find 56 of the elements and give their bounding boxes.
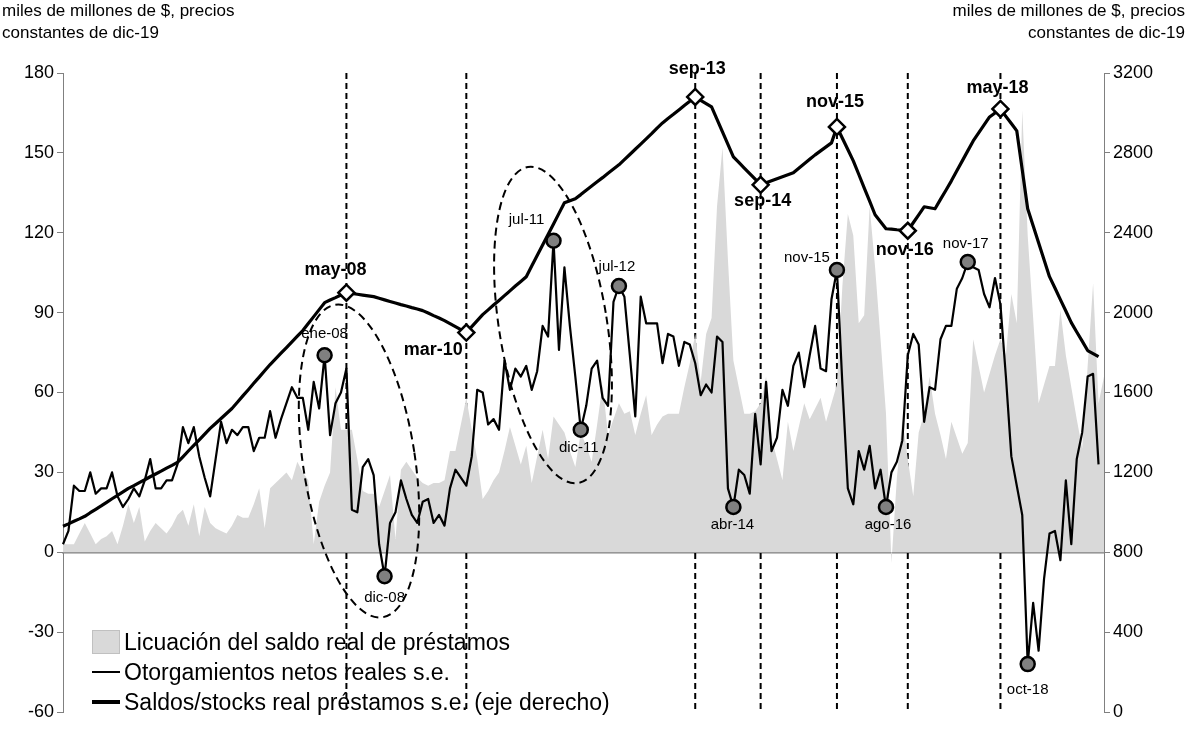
point (959, 253, 976, 271)
data-label: abr-14 (710, 515, 755, 533)
y2-tick-label: 2400 (1113, 221, 1154, 242)
legend-label: Saldos/stocks real préstamos s.e. (eje derecho) (124, 688, 610, 717)
y2-tick-label: 2800 (1113, 141, 1154, 162)
data-label: oct-18 (1006, 680, 1049, 698)
y-tick-label: 60 (33, 381, 54, 402)
point (545, 232, 562, 249)
y-tick-label: -60 (27, 700, 54, 721)
y2-tick-label: 1600 (1113, 381, 1154, 402)
legend-label: Otorgamientos netos reales s.e. (124, 658, 450, 687)
data-label: may-18 (966, 76, 1029, 97)
point (610, 277, 628, 295)
data-label: ago-16 (864, 515, 912, 533)
y-tick-label: -30 (27, 621, 54, 642)
point (685, 87, 705, 107)
data-label: jul-12 (597, 257, 636, 275)
point (572, 421, 590, 439)
y-tick-label: 0 (43, 541, 54, 562)
data-label: jul-11 (507, 209, 545, 227)
point (457, 323, 476, 342)
y2-tick-label: 2000 (1113, 301, 1154, 322)
point (828, 261, 846, 279)
data-label: nov-17 (942, 234, 989, 252)
data-label: nov-15 (805, 90, 864, 111)
y2-tick-label: 0 (1113, 700, 1124, 721)
point (898, 221, 918, 240)
y2-tick-label: 400 (1113, 621, 1144, 642)
data-label: sep-14 (734, 189, 792, 210)
point (316, 346, 333, 364)
point (751, 175, 770, 195)
y-tick-label: 120 (23, 221, 54, 242)
y-tick-label: 30 (33, 461, 54, 482)
point (1019, 655, 1036, 673)
point (827, 117, 847, 137)
y-axis-title: miles de millones de $, precios constantes de dic-19 (2, 0, 236, 44)
data-label: may-08 (304, 258, 367, 279)
data-label: mar-10 (403, 338, 463, 359)
point (991, 99, 1010, 119)
point (376, 567, 393, 585)
y2-tick-label: 1200 (1113, 461, 1154, 482)
data-label: nov-15 (784, 248, 830, 266)
y-tick-label: 90 (33, 301, 54, 322)
point (877, 498, 895, 516)
data-label: nov-16 (875, 238, 934, 259)
data-label: sep-13 (668, 57, 726, 78)
y-tick-label: 180 (23, 61, 54, 82)
y2-tick-label: 800 (1113, 541, 1144, 562)
data-label: dic-11 (558, 437, 599, 455)
point (337, 283, 356, 302)
point (725, 498, 742, 516)
data-label: dic-08 (364, 588, 405, 606)
y-tick-label: 150 (23, 141, 54, 162)
y2-tick-label: 3200 (1113, 61, 1154, 82)
legend-label: Licuación del saldo real de préstamos (124, 628, 511, 657)
y2-axis-title: miles de millones de $, precios constantes de dic-19 (951, 0, 1185, 44)
